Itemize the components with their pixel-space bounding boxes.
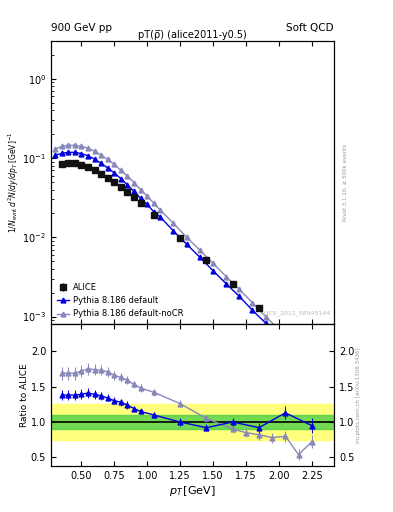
Pythia 8.186 default xyxy=(79,151,84,157)
Pythia 8.186 default xyxy=(105,165,110,171)
Text: ALICE_2011_S8945144: ALICE_2011_S8945144 xyxy=(260,310,331,316)
Pythia 8.186 default-noCR xyxy=(158,207,163,213)
Pythia 8.186 default xyxy=(224,281,228,287)
Legend: ALICE, Pythia 8.186 default, Pythia 8.186 default-noCR: ALICE, Pythia 8.186 default, Pythia 8.18… xyxy=(55,282,185,320)
Pythia 8.186 default-noCR xyxy=(184,234,189,241)
Pythia 8.186 default xyxy=(112,170,117,176)
Pythia 8.186 default xyxy=(53,153,57,159)
Pythia 8.186 default xyxy=(92,156,97,162)
Pythia 8.186 default-noCR xyxy=(171,220,176,226)
Pythia 8.186 default xyxy=(316,373,321,379)
Pythia 8.186 default-noCR xyxy=(250,300,255,306)
Pythia 8.186 default-noCR xyxy=(132,180,136,186)
Text: 900 GeV pp: 900 GeV pp xyxy=(51,23,112,33)
Pythia 8.186 default-noCR xyxy=(316,367,321,373)
Pythia 8.186 default xyxy=(211,268,215,274)
Line: Pythia 8.186 default: Pythia 8.186 default xyxy=(53,150,321,378)
Y-axis label: $1/N_\mathrm{evnt}\,d^2N/dy/dp_T\,[\mathrm{GeV}]^{-1}$: $1/N_\mathrm{evnt}\,d^2N/dy/dp_T\,[\math… xyxy=(6,132,21,233)
Pythia 8.186 default-noCR xyxy=(86,145,90,152)
Pythia 8.186 default xyxy=(118,176,123,182)
Pythia 8.186 default xyxy=(59,150,64,156)
Pythia 8.186 default xyxy=(184,241,189,247)
Pythia 8.186 default xyxy=(151,209,156,215)
Pythia 8.186 default-noCR xyxy=(290,339,294,346)
Pythia 8.186 default-noCR xyxy=(151,200,156,206)
Text: Soft QCD: Soft QCD xyxy=(286,23,334,33)
Pythia 8.186 default-noCR xyxy=(276,326,281,332)
Pythia 8.186 default-noCR xyxy=(125,173,130,179)
Pythia 8.186 default-noCR xyxy=(59,143,64,150)
Pythia 8.186 default-noCR xyxy=(263,313,268,319)
Pythia 8.186 default-noCR xyxy=(138,186,143,193)
Y-axis label: Ratio to ALICE: Ratio to ALICE xyxy=(20,363,29,427)
Pythia 8.186 default xyxy=(86,153,90,159)
Line: Pythia 8.186 default-noCR: Pythia 8.186 default-noCR xyxy=(53,143,321,373)
Pythia 8.186 default-noCR xyxy=(224,273,228,280)
Pythia 8.186 default-noCR xyxy=(145,193,149,199)
Pythia 8.186 default-noCR xyxy=(53,146,57,152)
Pythia 8.186 default-noCR xyxy=(197,247,202,253)
Pythia 8.186 default xyxy=(158,214,163,220)
Pythia 8.186 default xyxy=(99,160,103,166)
X-axis label: $p_T\,[\mathrm{GeV}]$: $p_T\,[\mathrm{GeV}]$ xyxy=(169,483,216,498)
Pythia 8.186 default xyxy=(66,150,71,156)
Pythia 8.186 default xyxy=(171,228,176,234)
Pythia 8.186 default xyxy=(72,150,77,156)
Pythia 8.186 default-noCR xyxy=(92,148,97,154)
Pythia 8.186 default-noCR xyxy=(112,161,117,167)
Pythia 8.186 default-noCR xyxy=(105,156,110,162)
Pythia 8.186 default-noCR xyxy=(118,167,123,174)
Pythia 8.186 default-noCR xyxy=(211,260,215,266)
Pythia 8.186 default xyxy=(303,358,307,365)
Pythia 8.186 default-noCR xyxy=(237,286,242,292)
Title: pT(ρ̅) (alice2011-y0.5): pT(ρ̅) (alice2011-y0.5) xyxy=(138,30,247,40)
Pythia 8.186 default-noCR xyxy=(72,142,77,148)
Pythia 8.186 default xyxy=(263,320,268,326)
Pythia 8.186 default xyxy=(132,188,136,195)
Pythia 8.186 default xyxy=(197,254,202,260)
Pythia 8.186 default xyxy=(145,201,149,207)
Pythia 8.186 default-noCR xyxy=(66,142,71,148)
Y-axis label: mcplots.cern.ch [arXiv:1306.3436]: mcplots.cern.ch [arXiv:1306.3436] xyxy=(356,347,361,443)
Pythia 8.186 default-noCR xyxy=(303,354,307,360)
Pythia 8.186 default xyxy=(125,182,130,188)
Y-axis label: Rivet 3.1.10, ≥ 500k events: Rivet 3.1.10, ≥ 500k events xyxy=(343,144,348,221)
Pythia 8.186 default xyxy=(290,345,294,351)
Bar xyxy=(51,404,334,440)
Pythia 8.186 default xyxy=(237,293,242,300)
Pythia 8.186 default-noCR xyxy=(79,143,84,150)
Pythia 8.186 default xyxy=(138,195,143,201)
Pythia 8.186 default xyxy=(276,333,281,339)
Pythia 8.186 default-noCR xyxy=(99,152,103,158)
Bar xyxy=(51,415,334,429)
Pythia 8.186 default xyxy=(250,307,255,313)
